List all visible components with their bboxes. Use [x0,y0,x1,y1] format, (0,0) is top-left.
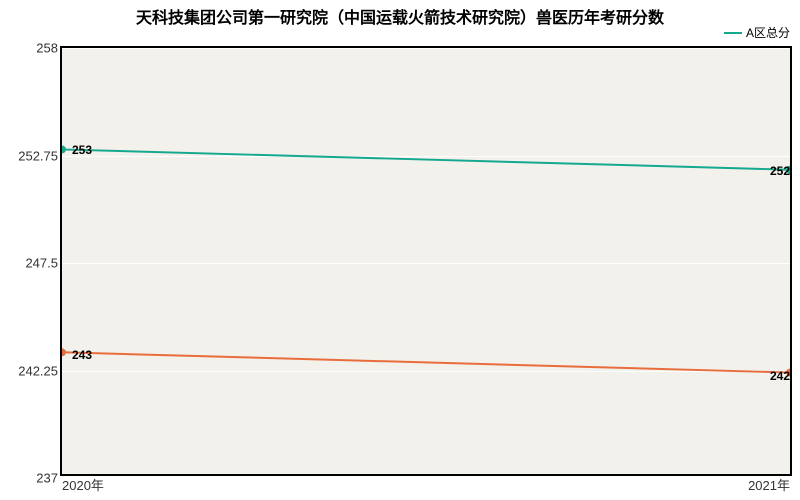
y-tick: 258 [8,41,58,56]
point-label: 242 [766,368,794,384]
gridline [62,478,790,479]
point-label: 243 [68,347,96,363]
plot-area: 237242.25247.5252.752582020年2021年2532522… [60,46,792,476]
series-line [62,149,790,169]
y-tick: 237 [8,471,58,486]
legend-item-a: A区总分 [724,24,790,41]
chart-lines [62,48,790,474]
point-label: 253 [68,142,96,158]
chart-title: 天科技集团公司第一研究院（中国运载火箭技术研究院）兽医历年考研分数 [0,0,800,28]
legend-swatch-a [724,32,742,34]
legend-label-a: A区总分 [746,24,790,41]
x-tick: 2020年 [62,475,104,494]
data-point [62,348,66,356]
point-label: 252 [766,163,794,179]
y-tick: 242.25 [8,363,58,378]
y-tick: 252.75 [8,148,58,163]
data-point [62,145,66,153]
x-tick: 2021年 [748,475,790,494]
series-line [62,352,790,372]
chart-container: 天科技集团公司第一研究院（中国运载火箭技术研究院）兽医历年考研分数 A区总分 B… [0,0,800,500]
y-tick: 247.5 [8,256,58,271]
